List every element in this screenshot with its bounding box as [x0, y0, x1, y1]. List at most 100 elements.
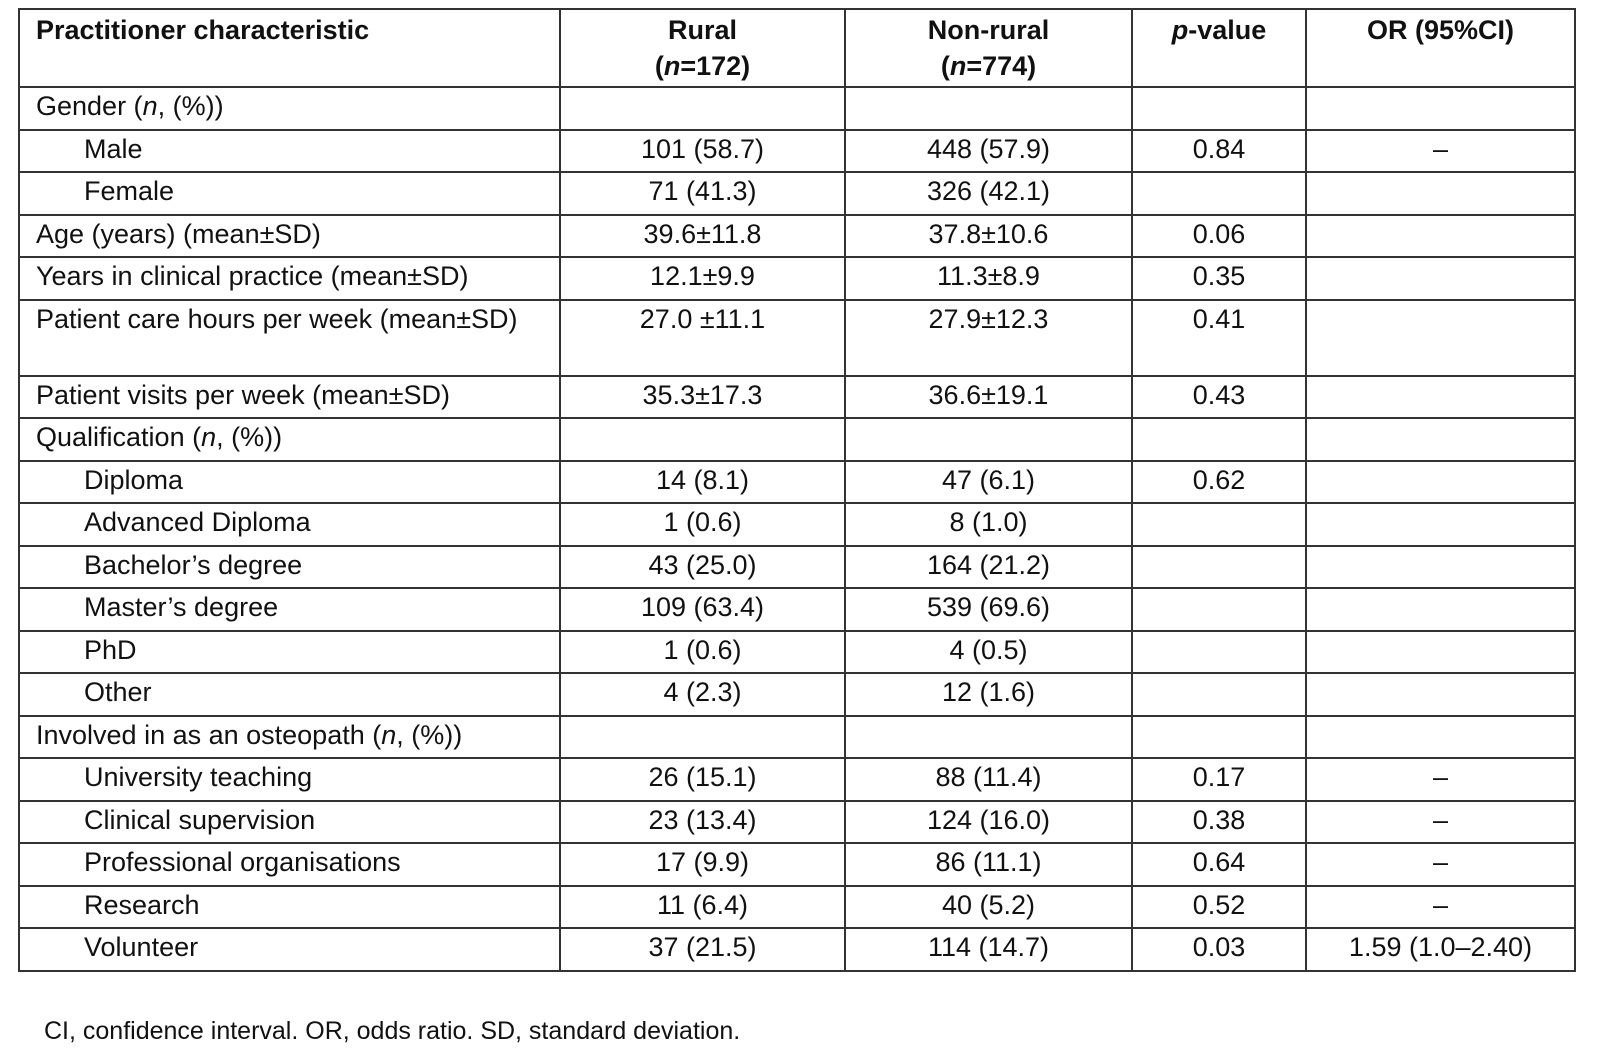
row-label: Age (years) (mean±SD)	[18, 213, 561, 258]
table-row: Volunteer 37 (21.5) 114 (14.7) 0.03 1.59…	[18, 927, 1576, 972]
or-value: –	[1305, 799, 1576, 844]
header-row: Practitioner characteristic Rural (n=172…	[18, 8, 1576, 88]
or-value: –	[1305, 757, 1576, 802]
rural-value: 23 (13.4)	[559, 799, 846, 844]
group-qualification-text: Qualification (	[36, 422, 202, 452]
p-value	[1131, 672, 1307, 717]
row-label: Female	[18, 171, 561, 216]
or-value	[1305, 544, 1576, 589]
or-value: –	[1305, 128, 1576, 173]
nonrural-value: 37.8±10.6	[844, 213, 1133, 258]
row-label: Male	[18, 128, 561, 173]
rural-value: 27.0 ±11.1	[559, 298, 846, 377]
row-label: Volunteer	[18, 927, 561, 972]
nonrural-value: 27.9±12.3	[844, 298, 1133, 377]
p-value	[1131, 171, 1307, 216]
table-row: Patient visits per week (mean±SD) 35.3±1…	[18, 374, 1576, 419]
table-row: PhD 1 (0.6) 4 (0.5)	[18, 629, 1576, 674]
or-value	[1305, 374, 1576, 419]
table-row: Age (years) (mean±SD) 39.6±11.8 37.8±10.…	[18, 213, 1576, 258]
header-rural-n-value: =172)	[680, 51, 751, 81]
group-label-qualification: Qualification (n, (%))	[18, 417, 561, 462]
row-label: Other	[18, 672, 561, 717]
row-label: Patient visits per week (mean±SD)	[18, 374, 561, 419]
nonrural-value: 114 (14.7)	[844, 927, 1133, 972]
rural-value: 35.3±17.3	[559, 374, 846, 419]
rural-value: 4 (2.3)	[559, 672, 846, 717]
table-row: Male 101 (58.7) 448 (57.9) 0.84 –	[18, 128, 1576, 173]
p-value: 0.43	[1131, 374, 1307, 419]
table-row: Patient care hours per week (mean±SD) 27…	[18, 298, 1576, 377]
table-row: Years in clinical practice (mean±SD) 12.…	[18, 256, 1576, 301]
rural-value: 26 (15.1)	[559, 757, 846, 802]
p-value: 0.35	[1131, 256, 1307, 301]
table-row: Bachelor’s degree 43 (25.0) 164 (21.2)	[18, 544, 1576, 589]
row-label: University teaching	[18, 757, 561, 802]
p-value: 0.06	[1131, 213, 1307, 258]
p-value	[1131, 587, 1307, 632]
row-label: Bachelor’s degree	[18, 544, 561, 589]
rural-value: 109 (63.4)	[559, 587, 846, 632]
or-value	[1305, 587, 1576, 632]
row-label: PhD	[18, 629, 561, 674]
rural-value: 101 (58.7)	[559, 128, 846, 173]
nonrural-value: 326 (42.1)	[844, 171, 1133, 216]
header-nonrural-n-symbol: n	[949, 51, 967, 81]
or-value	[1305, 459, 1576, 504]
group-gender-tail: , (%))	[157, 91, 224, 121]
rural-value: 43 (25.0)	[559, 544, 846, 589]
header-rural: Rural (n=172)	[559, 8, 846, 88]
p-value	[1131, 629, 1307, 674]
nonrural-value: 11.3±8.9	[844, 256, 1133, 301]
group-label-gender: Gender (n, (%))	[18, 86, 561, 131]
table-row: Advanced Diploma 1 (0.6) 8 (1.0)	[18, 502, 1576, 547]
or-value	[1305, 298, 1576, 377]
p-value: 0.84	[1131, 128, 1307, 173]
p-value	[1131, 544, 1307, 589]
row-label: Clinical supervision	[18, 799, 561, 844]
rural-value: 14 (8.1)	[559, 459, 846, 504]
group-label-involved: Involved in as an osteopath (n, (%))	[18, 714, 561, 759]
header-pvalue-p: p	[1171, 15, 1189, 45]
table-row: Other 4 (2.3) 12 (1.6)	[18, 672, 1576, 717]
rural-value: 37 (21.5)	[559, 927, 846, 972]
group-qualification-n: n	[201, 422, 217, 452]
table-footnote: CI, confidence interval. OR, odds ratio.…	[44, 1017, 741, 1045]
or-value	[1305, 256, 1576, 301]
header-nonrural-label: Non-rural	[927, 15, 1050, 45]
rural-value: 39.6±11.8	[559, 213, 846, 258]
row-label: Patient care hours per week (mean±SD)	[18, 298, 561, 377]
nonrural-value: 86 (11.1)	[844, 842, 1133, 887]
p-value	[1131, 502, 1307, 547]
row-label: Advanced Diploma	[18, 502, 561, 547]
p-value: 0.03	[1131, 927, 1307, 972]
nonrural-value: 12 (1.6)	[844, 672, 1133, 717]
group-involved-n: n	[381, 719, 397, 750]
p-value: 0.38	[1131, 799, 1307, 844]
header-pvalue-rest: -value	[1188, 15, 1267, 45]
or-value	[1305, 213, 1576, 258]
group-gender-text: Gender (	[36, 91, 143, 121]
p-value: 0.17	[1131, 757, 1307, 802]
p-value: 0.52	[1131, 884, 1307, 929]
nonrural-value: 88 (11.4)	[844, 757, 1133, 802]
group-row-involved: Involved in as an osteopath (n, (%))	[18, 714, 1576, 759]
or-value	[1305, 502, 1576, 547]
group-qualification-tail: , (%))	[216, 422, 283, 452]
row-label: Years in clinical practice (mean±SD)	[18, 256, 561, 301]
group-row-qualification: Qualification (n, (%))	[18, 417, 1576, 462]
or-value: –	[1305, 884, 1576, 929]
nonrural-value: 164 (21.2)	[844, 544, 1133, 589]
or-value	[1305, 171, 1576, 216]
rural-value: 71 (41.3)	[559, 171, 846, 216]
nonrural-value: 36.6±19.1	[844, 374, 1133, 419]
header-nonrural-n-value: =774)	[966, 51, 1037, 81]
header-rural-label: Rural	[667, 15, 738, 45]
group-involved-text: Involved in as an osteopath (	[36, 719, 382, 750]
nonrural-value: 539 (69.6)	[844, 587, 1133, 632]
p-value: 0.62	[1131, 459, 1307, 504]
row-label: Research	[18, 884, 561, 929]
nonrural-value: 40 (5.2)	[844, 884, 1133, 929]
table-row: Master’s degree 109 (63.4) 539 (69.6)	[18, 587, 1576, 632]
table-row: Diploma 14 (8.1) 47 (6.1) 0.62	[18, 459, 1576, 504]
